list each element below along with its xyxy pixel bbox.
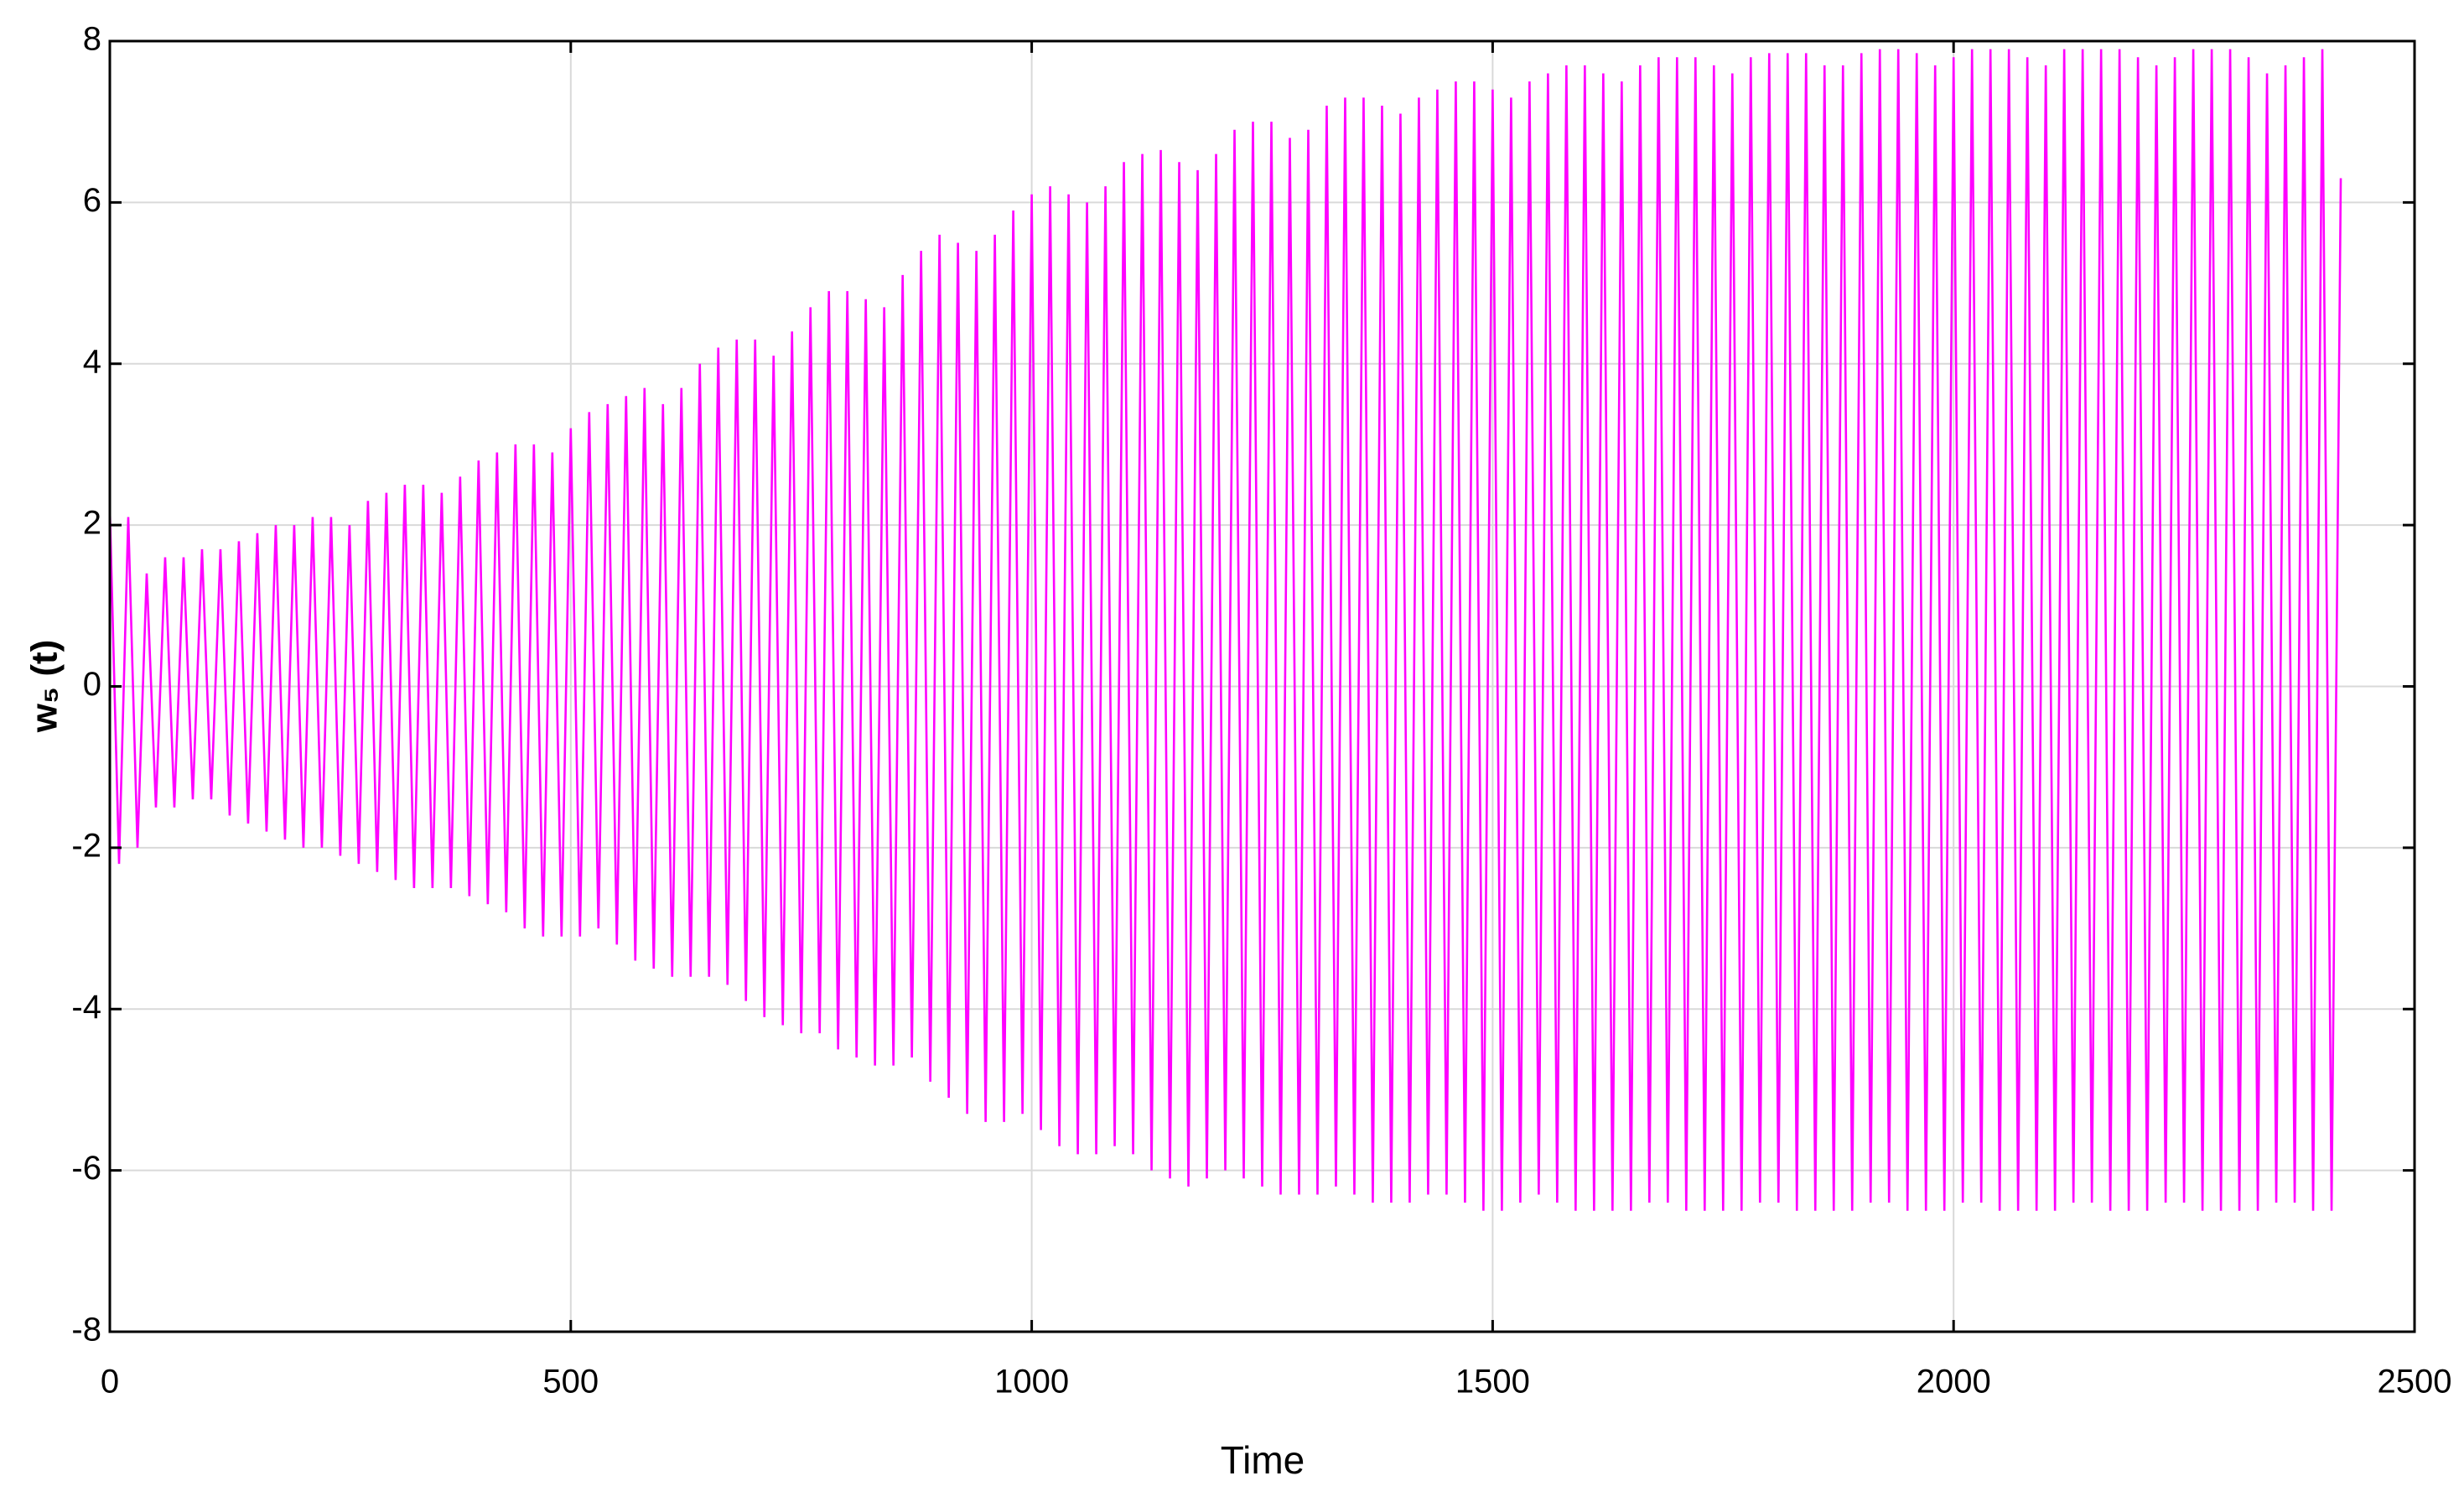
y-tick-label: -6 [71, 1150, 101, 1187]
y-tick-label: 4 [83, 343, 101, 380]
x-tick-label: 2500 [2378, 1364, 2452, 1400]
y-tick-label: -2 [71, 827, 101, 864]
y-tick-label: 6 [83, 182, 101, 219]
y-tick-label: 0 [83, 666, 101, 703]
x-tick-label: 1500 [1455, 1364, 1530, 1400]
x-tick-label: 1000 [994, 1364, 1069, 1400]
y-tick-label: -4 [71, 989, 101, 1026]
x-tick-label: 500 [542, 1364, 599, 1400]
y-axis-label: w₅ (t) [24, 640, 65, 734]
y-tick-label: -8 [71, 1312, 101, 1349]
x-tick-label: 2000 [1917, 1364, 1991, 1400]
y-tick-label: 2 [83, 505, 101, 542]
data-line [108, 49, 2342, 1211]
y-tick-label: 8 [83, 21, 101, 58]
x-tick-label: 0 [101, 1364, 119, 1400]
x-axis-label: Time [1221, 1438, 1305, 1482]
